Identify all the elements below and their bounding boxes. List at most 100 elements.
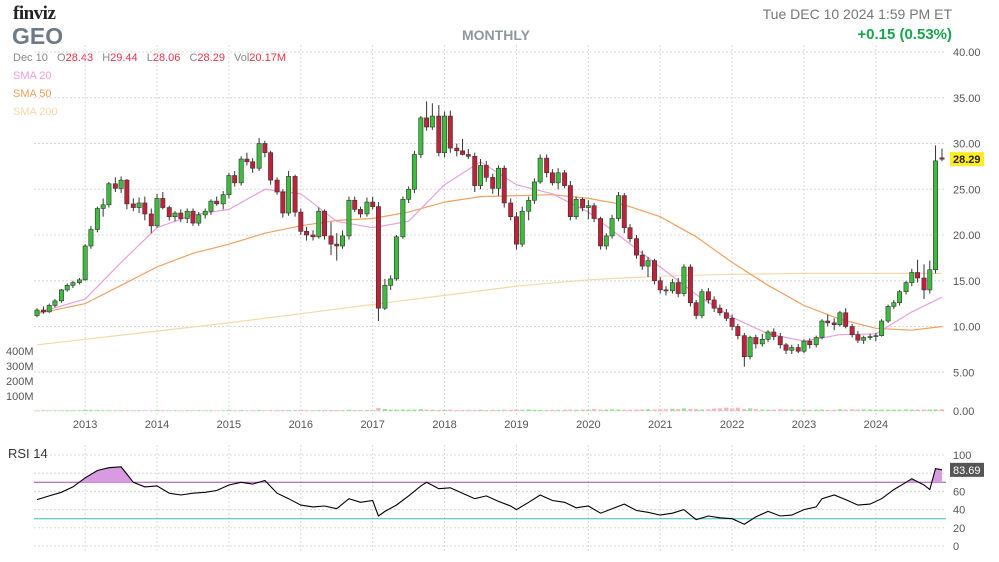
volume-bar <box>544 409 549 411</box>
volume-bar <box>778 409 783 411</box>
price-change: +0.15 (0.53%) <box>857 26 952 43</box>
volume-bar <box>855 409 861 411</box>
volume-bar <box>178 410 183 411</box>
volume-bar <box>340 410 345 411</box>
volume-bar <box>298 409 303 411</box>
candle-body <box>675 282 681 294</box>
candle-body <box>801 340 807 352</box>
volume-bar <box>400 409 406 411</box>
price-tick-label: 20.00 <box>953 230 981 242</box>
volume-bar <box>550 409 555 411</box>
candle-body <box>382 285 388 309</box>
candle-body <box>322 210 327 237</box>
candle-body <box>537 157 543 183</box>
candle-body <box>58 289 64 302</box>
volume-bar <box>100 410 106 411</box>
candle-body <box>927 269 933 291</box>
volume-bar <box>879 409 884 411</box>
candle-body <box>100 204 106 209</box>
volume-bar <box>203 410 208 411</box>
volume-bar <box>921 409 927 411</box>
candle-body <box>555 172 561 184</box>
candle-body <box>286 176 292 214</box>
volume-bar <box>903 409 909 411</box>
volume-bar <box>388 409 393 411</box>
volume-bar <box>106 410 112 411</box>
candle-body <box>711 299 717 309</box>
candle-body <box>855 334 861 341</box>
candle-body <box>508 202 514 218</box>
candle-body <box>825 320 831 324</box>
timeframe-label[interactable]: MONTHLY <box>462 27 530 43</box>
candle-body <box>867 336 873 338</box>
candle-body <box>352 199 358 210</box>
volume-bar <box>609 409 615 411</box>
volume-bar <box>448 409 453 411</box>
x-tick-label: 2022 <box>720 419 744 431</box>
candle-body <box>142 202 148 215</box>
candle-body <box>364 201 370 215</box>
candle-body <box>813 337 819 346</box>
candle-body <box>789 347 795 351</box>
x-tick-label: 2018 <box>432 419 456 431</box>
x-tick-label: 2014 <box>145 419 169 431</box>
volume-bar <box>742 409 747 411</box>
candle-body <box>562 172 568 186</box>
low-label: L <box>146 52 153 64</box>
candle-body <box>82 245 88 281</box>
volume-bar <box>532 409 537 411</box>
volume-bar <box>508 409 513 411</box>
sma20-line <box>36 161 943 342</box>
x-tick-label: 2024 <box>864 419 888 431</box>
last-price-tag <box>950 152 984 167</box>
volume-bar <box>765 409 771 411</box>
volume-bar <box>118 410 124 411</box>
volume-bar <box>837 409 843 411</box>
open-label: O <box>57 52 66 64</box>
x-tick-label: 2016 <box>289 419 313 431</box>
sma50-line <box>36 194 943 331</box>
volume-bar <box>670 408 675 411</box>
candle-body <box>585 205 591 208</box>
candle-body <box>184 210 190 219</box>
candle-body <box>573 199 579 218</box>
candle-body <box>879 320 885 336</box>
candle-body <box>472 156 478 186</box>
candle-body <box>544 157 550 174</box>
volume-bar <box>160 410 165 411</box>
candle-body <box>693 302 699 316</box>
candle-body <box>136 202 142 208</box>
volume-bar <box>580 409 585 411</box>
volume-bar <box>562 409 567 411</box>
volume-bar <box>214 410 219 411</box>
volume-bar <box>226 410 232 411</box>
volume-bar <box>316 410 321 411</box>
candle-body <box>460 150 466 155</box>
candle-body <box>897 291 903 304</box>
volume-value: 20.17M <box>249 52 286 64</box>
volume-bar <box>681 408 687 411</box>
candle-body <box>921 277 927 291</box>
candle-body <box>304 231 310 236</box>
candle-body <box>609 218 615 237</box>
x-tick-label: 2020 <box>576 419 600 431</box>
volume-bar <box>334 409 339 411</box>
finviz-logo[interactable]: finviz <box>13 3 56 24</box>
volume-bar <box>88 409 94 411</box>
candle-body <box>645 260 651 267</box>
candle-body <box>705 291 711 301</box>
volume-bar <box>232 410 237 411</box>
volume-bar <box>652 409 657 411</box>
candle-body <box>765 331 771 340</box>
candle-body <box>729 317 735 327</box>
candle-body <box>112 183 118 189</box>
volume-bar <box>873 409 879 411</box>
volume-bar <box>627 409 633 411</box>
volume-bar <box>783 409 789 411</box>
volume-bar <box>136 410 142 411</box>
candle-body <box>669 282 675 292</box>
candle-body <box>657 280 663 291</box>
candle-body <box>340 235 345 247</box>
candle-body <box>843 312 849 327</box>
